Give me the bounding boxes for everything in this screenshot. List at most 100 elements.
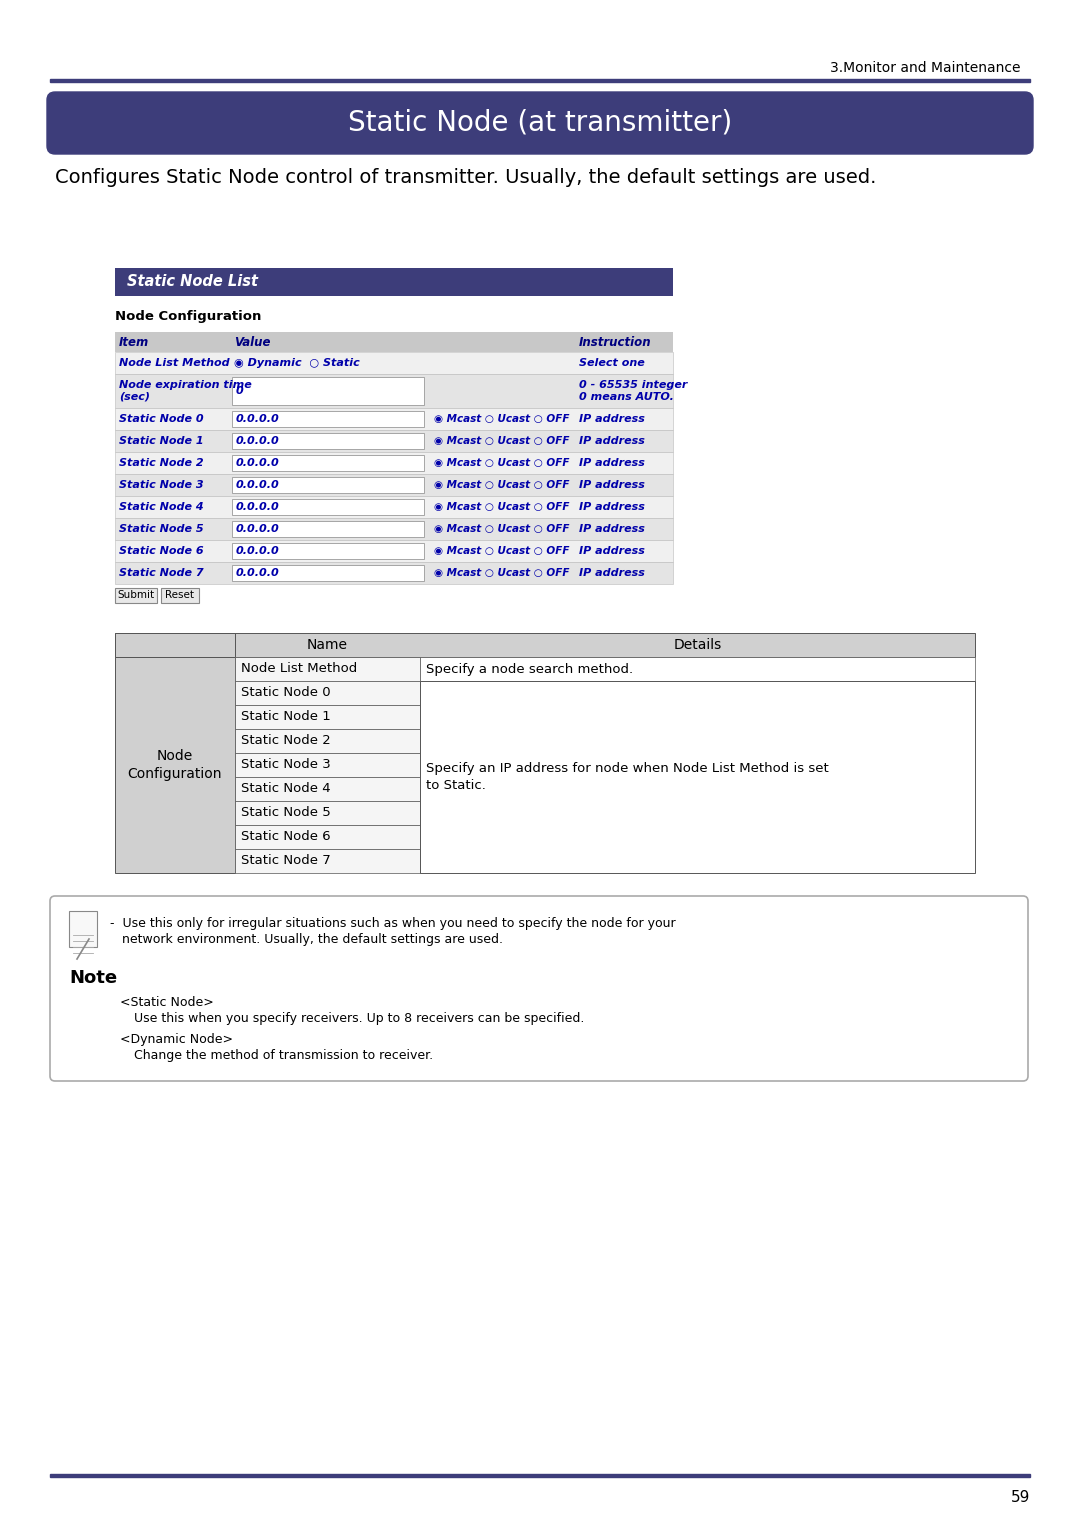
Text: Name: Name bbox=[307, 638, 348, 651]
Text: IP address: IP address bbox=[579, 458, 645, 468]
FancyBboxPatch shape bbox=[50, 895, 1028, 1082]
Text: Static Node 0: Static Node 0 bbox=[241, 686, 330, 700]
Bar bbox=[114, 351, 673, 374]
Bar bbox=[161, 588, 199, 603]
Bar bbox=[114, 539, 673, 562]
Bar bbox=[420, 682, 975, 873]
Bar bbox=[114, 408, 673, 430]
Bar bbox=[114, 562, 673, 583]
Text: ◉ Mcast ○ Ucast ○ OFF: ◉ Mcast ○ Ucast ○ OFF bbox=[434, 458, 569, 468]
Bar bbox=[114, 451, 673, 474]
Text: Node List Method: Node List Method bbox=[119, 358, 230, 368]
Bar bbox=[114, 495, 673, 518]
Text: 0: 0 bbox=[237, 386, 244, 395]
Bar bbox=[114, 518, 673, 539]
Text: ◉ Mcast ○ Ucast ○ OFF: ◉ Mcast ○ Ucast ○ OFF bbox=[434, 545, 569, 556]
Bar bbox=[114, 633, 235, 658]
Text: Value: Value bbox=[234, 335, 270, 348]
Text: IP address: IP address bbox=[579, 414, 645, 424]
Text: ◉ Mcast ○ Ucast ○ OFF: ◉ Mcast ○ Ucast ○ OFF bbox=[434, 436, 569, 445]
Text: Use this when you specify receivers. Up to 8 receivers can be specified.: Use this when you specify receivers. Up … bbox=[130, 1012, 584, 1026]
Text: Static Node 0: Static Node 0 bbox=[119, 414, 204, 424]
Text: Node expiration time
(sec): Node expiration time (sec) bbox=[119, 380, 252, 401]
Text: Static Node 5: Static Node 5 bbox=[119, 524, 204, 533]
Bar bbox=[235, 801, 420, 826]
Text: Static Node 4: Static Node 4 bbox=[241, 783, 330, 795]
Bar bbox=[235, 826, 420, 848]
Bar bbox=[114, 474, 673, 495]
Text: Static Node 2: Static Node 2 bbox=[119, 458, 204, 468]
Text: 3.Monitor and Maintenance: 3.Monitor and Maintenance bbox=[829, 61, 1020, 76]
Text: IP address: IP address bbox=[579, 568, 645, 579]
Text: Reset: Reset bbox=[165, 591, 194, 600]
Text: Static Node 1: Static Node 1 bbox=[119, 436, 204, 445]
Bar bbox=[232, 454, 424, 471]
Text: ◉ Mcast ○ Ucast ○ OFF: ◉ Mcast ○ Ucast ○ OFF bbox=[434, 568, 569, 579]
Text: -  Use this only for irregular situations such as when you need to specify the n: - Use this only for irregular situations… bbox=[110, 917, 676, 930]
Bar bbox=[232, 498, 424, 515]
Bar bbox=[69, 911, 97, 947]
Text: 0.0.0.0: 0.0.0.0 bbox=[237, 480, 280, 489]
Text: Instruction: Instruction bbox=[579, 335, 651, 348]
Text: Node Configuration: Node Configuration bbox=[114, 311, 261, 323]
Text: 0.0.0.0: 0.0.0.0 bbox=[237, 545, 280, 556]
Bar bbox=[114, 430, 673, 451]
Bar bbox=[232, 521, 424, 536]
Text: Static Node (at transmitter): Static Node (at transmitter) bbox=[348, 109, 732, 136]
Text: Select one: Select one bbox=[579, 358, 645, 368]
Text: Static Node 6: Static Node 6 bbox=[241, 830, 330, 844]
Bar bbox=[114, 332, 673, 351]
Text: 0.0.0.0: 0.0.0.0 bbox=[237, 436, 280, 445]
Text: ◉ Mcast ○ Ucast ○ OFF: ◉ Mcast ○ Ucast ○ OFF bbox=[434, 524, 569, 533]
Bar bbox=[235, 848, 420, 873]
Bar bbox=[235, 682, 420, 704]
Text: network environment. Usually, the default settings are used.: network environment. Usually, the defaul… bbox=[110, 933, 503, 945]
Bar bbox=[114, 374, 673, 408]
Text: 0.0.0.0: 0.0.0.0 bbox=[237, 524, 280, 533]
Bar bbox=[114, 658, 235, 873]
Text: IP address: IP address bbox=[579, 436, 645, 445]
Text: 0.0.0.0: 0.0.0.0 bbox=[237, 458, 280, 468]
Text: Static Node 6: Static Node 6 bbox=[119, 545, 204, 556]
Text: Static Node List: Static Node List bbox=[127, 274, 258, 289]
Text: IP address: IP address bbox=[579, 501, 645, 512]
Bar bbox=[235, 704, 420, 729]
Text: 0 - 65535 integer
0 means AUTO.: 0 - 65535 integer 0 means AUTO. bbox=[579, 380, 687, 401]
Text: Specify a node search method.: Specify a node search method. bbox=[426, 662, 633, 676]
Bar bbox=[50, 79, 1030, 82]
Text: <Dynamic Node>: <Dynamic Node> bbox=[120, 1033, 233, 1045]
Bar bbox=[50, 1474, 1030, 1477]
Bar bbox=[232, 542, 424, 559]
Text: Static Node 2: Static Node 2 bbox=[241, 735, 330, 747]
Text: 0.0.0.0: 0.0.0.0 bbox=[237, 501, 280, 512]
Text: Static Node 3: Static Node 3 bbox=[241, 759, 330, 771]
Text: Static Node 7: Static Node 7 bbox=[241, 854, 330, 868]
Text: Static Node 1: Static Node 1 bbox=[241, 711, 330, 724]
Bar bbox=[114, 268, 673, 295]
Bar bbox=[232, 565, 424, 580]
Bar bbox=[232, 411, 424, 427]
Text: ◉ Mcast ○ Ucast ○ OFF: ◉ Mcast ○ Ucast ○ OFF bbox=[434, 414, 569, 424]
Bar bbox=[420, 658, 975, 682]
Text: ◉ Dynamic  ○ Static: ◉ Dynamic ○ Static bbox=[234, 358, 360, 368]
Text: Static Node 7: Static Node 7 bbox=[119, 568, 204, 579]
Text: ◉ Mcast ○ Ucast ○ OFF: ◉ Mcast ○ Ucast ○ OFF bbox=[434, 480, 569, 489]
Bar bbox=[232, 477, 424, 492]
Bar bbox=[114, 588, 157, 603]
Bar bbox=[232, 433, 424, 448]
Text: Details: Details bbox=[673, 638, 721, 651]
Text: Item: Item bbox=[119, 335, 149, 348]
Text: IP address: IP address bbox=[579, 480, 645, 489]
FancyBboxPatch shape bbox=[48, 92, 1032, 155]
Bar bbox=[114, 633, 975, 658]
Text: 0.0.0.0: 0.0.0.0 bbox=[237, 568, 280, 579]
Text: Change the method of transmission to receiver.: Change the method of transmission to rec… bbox=[130, 1048, 433, 1062]
Bar bbox=[232, 377, 424, 405]
Bar bbox=[235, 777, 420, 801]
Text: Static Node 5: Static Node 5 bbox=[241, 806, 330, 820]
Text: Submit: Submit bbox=[118, 591, 154, 600]
Text: 59: 59 bbox=[1011, 1491, 1030, 1506]
Text: Note: Note bbox=[69, 970, 117, 986]
Text: Node
Configuration: Node Configuration bbox=[127, 748, 222, 782]
Text: Static Node 3: Static Node 3 bbox=[119, 480, 204, 489]
